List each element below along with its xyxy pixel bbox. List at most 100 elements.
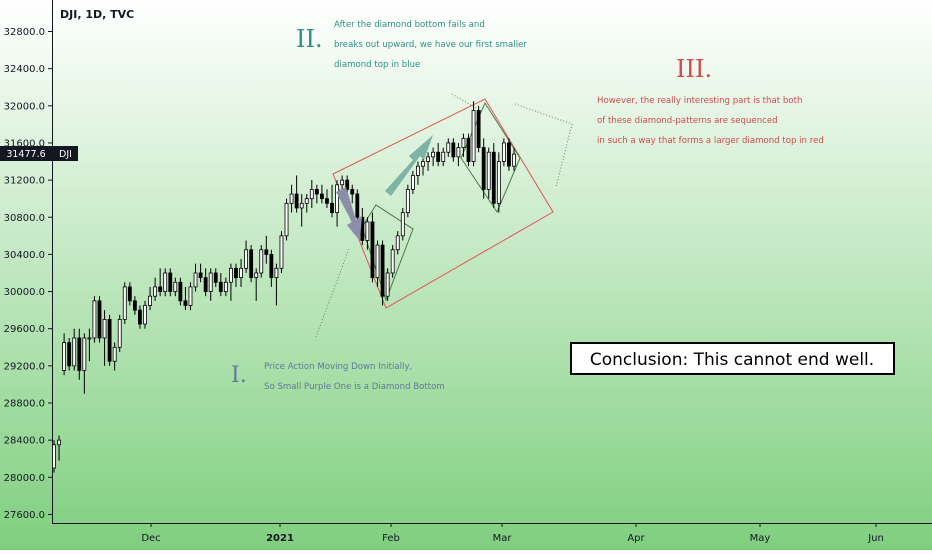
candle[interactable]: [284, 198, 289, 241]
candle[interactable]: [370, 212, 375, 283]
candle[interactable]: [421, 156, 425, 176]
candle[interactable]: [52, 440, 56, 473]
candle[interactable]: [229, 263, 233, 301]
candle[interactable]: [410, 170, 415, 195]
candle[interactable]: [127, 282, 132, 306]
candle[interactable]: [163, 268, 168, 297]
last-price-badge[interactable]: 31477.6 DJI: [0, 146, 78, 161]
candle[interactable]: [456, 142, 461, 167]
candle[interactable]: [153, 277, 158, 301]
candle[interactable]: [512, 147, 516, 171]
candle-body: [501, 142, 506, 162]
candle[interactable]: [143, 300, 147, 329]
candle[interactable]: [203, 268, 208, 297]
candle[interactable]: [213, 268, 218, 287]
candle[interactable]: [294, 175, 299, 213]
candle[interactable]: [223, 277, 228, 297]
candle[interactable]: [249, 245, 254, 283]
candle[interactable]: [486, 147, 491, 199]
candle[interactable]: [183, 286, 188, 311]
candle[interactable]: [234, 263, 238, 287]
candle[interactable]: [289, 184, 294, 213]
candle[interactable]: [481, 138, 486, 199]
candle[interactable]: [365, 217, 370, 250]
candle[interactable]: [173, 277, 178, 297]
candle[interactable]: [461, 133, 466, 157]
candle[interactable]: [112, 342, 117, 371]
candle[interactable]: [385, 268, 390, 301]
candle[interactable]: [259, 245, 264, 278]
candle[interactable]: [77, 328, 82, 380]
candle[interactable]: [299, 194, 304, 227]
candle[interactable]: [314, 184, 319, 204]
candle[interactable]: [92, 296, 97, 343]
candle[interactable]: [239, 259, 243, 287]
candle[interactable]: [390, 245, 395, 278]
candle[interactable]: [496, 152, 501, 213]
candle[interactable]: [466, 133, 471, 167]
candle[interactable]: [274, 263, 279, 306]
candle[interactable]: [132, 296, 137, 315]
candle[interactable]: [491, 142, 496, 208]
candle[interactable]: [148, 286, 152, 311]
candle[interactable]: [82, 333, 87, 394]
candle[interactable]: [279, 231, 284, 273]
candle[interactable]: [304, 194, 309, 213]
candle[interactable]: [446, 138, 451, 157]
candle[interactable]: [72, 328, 77, 371]
candle[interactable]: [319, 184, 324, 204]
candle[interactable]: [355, 189, 360, 222]
candle[interactable]: [416, 161, 420, 185]
candle[interactable]: [441, 147, 446, 167]
candle[interactable]: [501, 138, 506, 167]
candle[interactable]: [138, 305, 142, 329]
candle[interactable]: [269, 249, 274, 287]
candle[interactable]: [244, 240, 249, 273]
candle[interactable]: [62, 333, 67, 376]
price-axis[interactable]: 27600.0 28000.0 28400.0 28800.0 29200.0 29600…: [4, 27, 52, 521]
candle[interactable]: [325, 189, 329, 208]
candle[interactable]: [122, 282, 127, 325]
candle[interactable]: [193, 263, 198, 292]
candle[interactable]: [436, 142, 441, 167]
price-tick-label: 28000.0: [4, 473, 45, 484]
candle[interactable]: [102, 310, 107, 366]
candle[interactable]: [405, 184, 410, 218]
large-diamond-top[interactable]: [332, 98, 554, 309]
candle[interactable]: [117, 314, 122, 352]
candle[interactable]: [507, 138, 511, 171]
candle[interactable]: [330, 184, 334, 218]
candle[interactable]: [400, 207, 405, 241]
guide-line-three-b: [555, 123, 573, 188]
candle[interactable]: [57, 435, 61, 461]
candle[interactable]: [471, 101, 476, 167]
candle[interactable]: [264, 235, 269, 264]
candle-body: [466, 137, 471, 162]
candle[interactable]: [218, 272, 223, 297]
candle[interactable]: [97, 296, 102, 343]
candle[interactable]: [431, 147, 436, 167]
candle[interactable]: [254, 268, 259, 301]
candle[interactable]: [350, 184, 355, 204]
candle[interactable]: [67, 337, 72, 371]
candle[interactable]: [476, 105, 481, 153]
candle[interactable]: [107, 314, 112, 366]
candle[interactable]: [395, 231, 400, 255]
candle-body: [441, 151, 446, 162]
candle[interactable]: [309, 180, 314, 208]
candle[interactable]: [158, 268, 163, 297]
candle[interactable]: [375, 240, 380, 287]
candle[interactable]: [198, 263, 203, 283]
candle[interactable]: [188, 282, 193, 311]
candle[interactable]: [208, 268, 213, 301]
candle[interactable]: [426, 152, 430, 171]
candle[interactable]: [451, 138, 456, 162]
candle[interactable]: [178, 277, 183, 306]
price-tick-label: 27600.0: [4, 510, 45, 521]
candle[interactable]: [87, 328, 92, 362]
time-axis[interactable]: Dec 2021 Feb Mar Apr May Jun: [141, 523, 884, 544]
candle[interactable]: [168, 268, 173, 297]
candle[interactable]: [380, 240, 385, 306]
candle[interactable]: [335, 180, 339, 227]
